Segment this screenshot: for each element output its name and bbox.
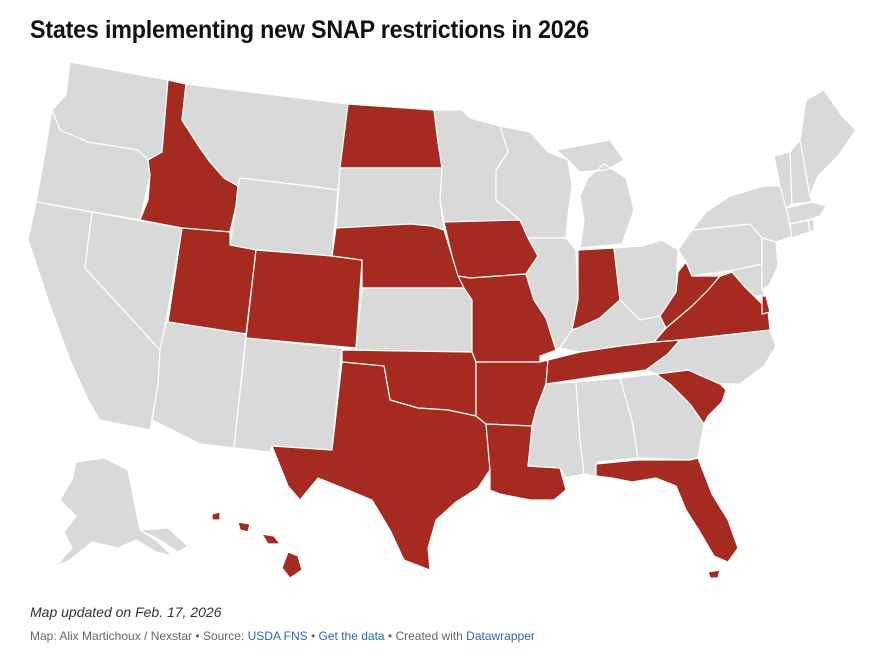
state-new-hampshire[interactable] (789, 139, 813, 205)
state-vermont[interactable] (773, 151, 793, 209)
state-hawaii-oahu[interactable] (237, 521, 251, 533)
map-title: States implementing new SNAP restriction… (30, 16, 589, 44)
state-new-mexico[interactable] (233, 337, 343, 453)
state-hawaii-big-island[interactable] (281, 551, 303, 579)
state-michigan[interactable] (555, 139, 635, 249)
state-illinois[interactable] (525, 237, 579, 351)
map-credit: Map: Alix Martichoux / Nexstar (30, 629, 193, 643)
state-delaware[interactable] (761, 295, 771, 315)
state-hawaii-kauai[interactable] (211, 511, 221, 521)
datawrapper-link[interactable]: Datawrapper (466, 629, 535, 643)
separator: • (384, 629, 396, 643)
state-massachusetts[interactable] (785, 201, 827, 225)
state-hawaii-maui[interactable] (261, 533, 281, 545)
state-florida-keys[interactable] (707, 569, 721, 579)
state-texas[interactable] (271, 361, 491, 571)
state-maine[interactable] (799, 89, 857, 197)
source-link[interactable]: USDA FNS (247, 629, 308, 643)
source-label: Source: (202, 629, 248, 643)
state-alaska-panhandle[interactable] (139, 527, 189, 553)
state-arizona[interactable] (151, 321, 247, 449)
separator: • (307, 629, 319, 643)
state-new-jersey[interactable] (761, 237, 779, 291)
state-rhode-island[interactable] (807, 219, 815, 233)
map-update-note: Map updated on Feb. 17, 2026 (30, 604, 222, 620)
state-florida[interactable] (595, 457, 739, 563)
state-maryland[interactable] (711, 263, 765, 297)
separator: • (192, 629, 203, 643)
credits-footer: Map: Alix Martichoux / Nexstar • Source:… (30, 629, 535, 643)
state-north-carolina[interactable] (645, 329, 777, 385)
get-data-link[interactable]: Get the data (318, 629, 385, 643)
state-kansas[interactable] (355, 287, 473, 353)
state-north-dakota[interactable] (339, 103, 443, 169)
state-wyoming[interactable] (229, 177, 339, 257)
state-colorado[interactable] (245, 249, 363, 349)
state-south-dakota[interactable] (335, 167, 445, 231)
created-label: Created with (395, 629, 467, 643)
state-alaska[interactable] (55, 457, 173, 567)
